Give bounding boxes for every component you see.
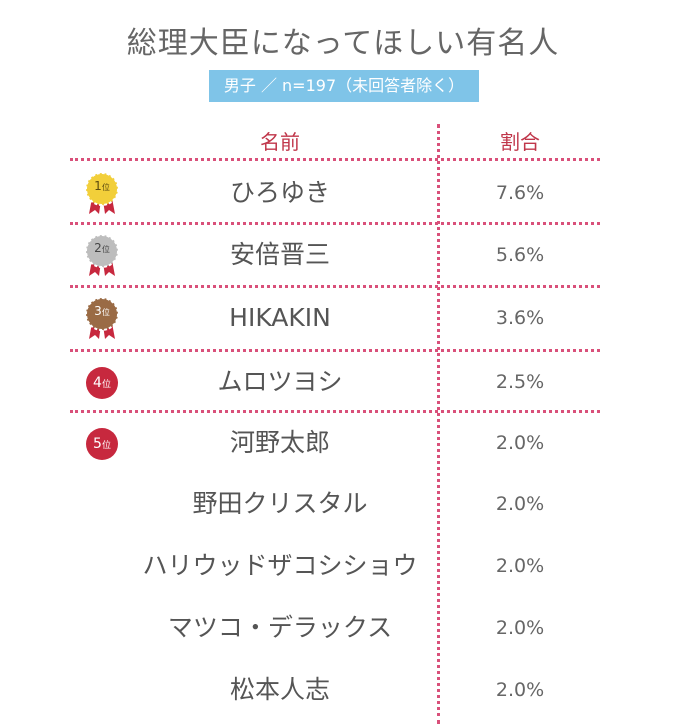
percentage-value: 2.0%	[495, 679, 545, 701]
percentage-value: 2.0%	[495, 555, 545, 577]
row-divider	[70, 349, 600, 352]
celebrity-name: ムロツヨシ	[217, 367, 343, 396]
rank-badge-icon: 4位	[86, 367, 118, 399]
percentage-value: 5.6%	[495, 244, 545, 266]
table-row: 3位 HIKAKIN 3.6%	[0, 287, 686, 349]
celebrity-name: 安倍晋三	[229, 240, 330, 269]
percentage-value: 2.5%	[495, 371, 545, 393]
row-divider	[70, 222, 600, 225]
percentage-value: 7.6%	[495, 182, 545, 204]
celebrity-name: HIKAKIN	[229, 303, 331, 332]
rank-label: 1位	[94, 179, 110, 193]
silver-medal-icon: 2位	[83, 234, 121, 278]
gold-medal-icon: 1位	[83, 172, 121, 216]
celebrity-name: 野田クリスタル	[192, 489, 368, 518]
row-divider	[70, 285, 600, 288]
table-row: 松本人志 2.0%	[0, 659, 686, 721]
sample-info-label: 男子 ／ n=197（未回答者除く）	[209, 70, 479, 102]
percentage-value: 3.6%	[495, 307, 545, 329]
percentage-value: 2.0%	[495, 432, 545, 454]
table-row: 1位 ひろゆき 7.6%	[0, 162, 686, 224]
rank-badge-icon: 5位	[86, 428, 118, 460]
rank-label: 3位	[94, 304, 110, 318]
column-divider	[437, 124, 440, 724]
column-header-name: 名前	[260, 130, 300, 154]
celebrity-name: 松本人志	[229, 675, 330, 704]
table-row: マツコ・デラックス 2.0%	[0, 597, 686, 659]
percentage-value: 2.0%	[495, 493, 545, 515]
rank-label: 2位	[94, 241, 110, 255]
celebrity-name: 河野太郎	[229, 428, 330, 457]
row-divider	[70, 158, 600, 161]
table-row: 5位 河野太郎 2.0%	[0, 412, 686, 474]
celebrity-name: ひろゆき	[229, 178, 330, 207]
column-header-percent: 割合	[500, 130, 540, 154]
table-row: 4位 ムロツヨシ 2.5%	[0, 351, 686, 413]
celebrity-name: ハリウッドザコシショウ	[142, 551, 418, 580]
page-title: 総理大臣になってほしい有名人	[126, 26, 560, 61]
table-row: 野田クリスタル 2.0%	[0, 473, 686, 535]
table-row: ハリウッドザコシショウ 2.0%	[0, 535, 686, 597]
table-row: 2位 安倍晋三 5.6%	[0, 224, 686, 286]
percentage-value: 2.0%	[495, 617, 545, 639]
bronze-medal-icon: 3位	[83, 297, 121, 341]
celebrity-name: マツコ・デラックス	[167, 613, 393, 642]
row-divider	[70, 410, 600, 413]
